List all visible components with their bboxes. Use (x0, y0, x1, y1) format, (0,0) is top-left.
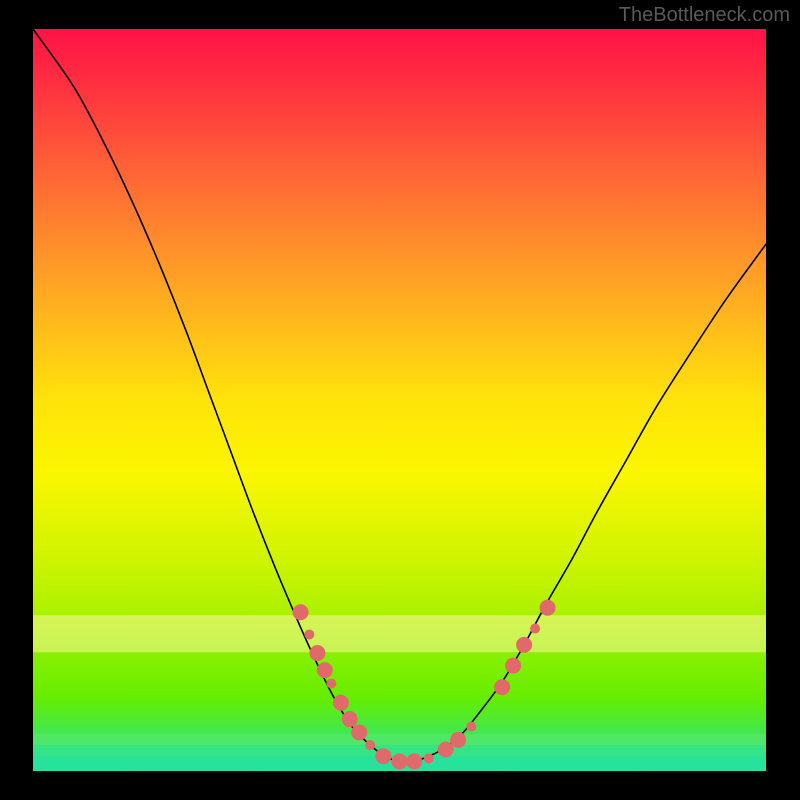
bead-marker (293, 604, 309, 620)
bead-marker (466, 721, 476, 731)
bead-marker (494, 679, 510, 695)
bead-marker (326, 678, 336, 688)
bead-marker (317, 662, 333, 678)
bead-marker (505, 658, 521, 674)
bead-marker (540, 600, 556, 616)
bead-marker (406, 753, 422, 769)
bead-marker (516, 637, 532, 653)
bead-marker (375, 748, 391, 764)
bead-marker (424, 753, 434, 763)
bead-marker (392, 753, 408, 769)
bead-marker (450, 732, 466, 748)
bottleneck-chart (0, 0, 800, 800)
bead-marker (342, 711, 358, 727)
gradient-background (33, 29, 766, 771)
bead-marker (530, 624, 540, 634)
bead-marker (304, 629, 314, 639)
band (33, 615, 766, 652)
chart-stage: TheBottleneck.com (0, 0, 800, 800)
bead-marker (309, 645, 325, 661)
band (33, 734, 766, 745)
bead-marker (365, 740, 375, 750)
bead-marker (333, 695, 349, 711)
watermark-text: TheBottleneck.com (619, 4, 790, 27)
bead-marker (351, 724, 367, 740)
plot-area (33, 29, 769, 771)
